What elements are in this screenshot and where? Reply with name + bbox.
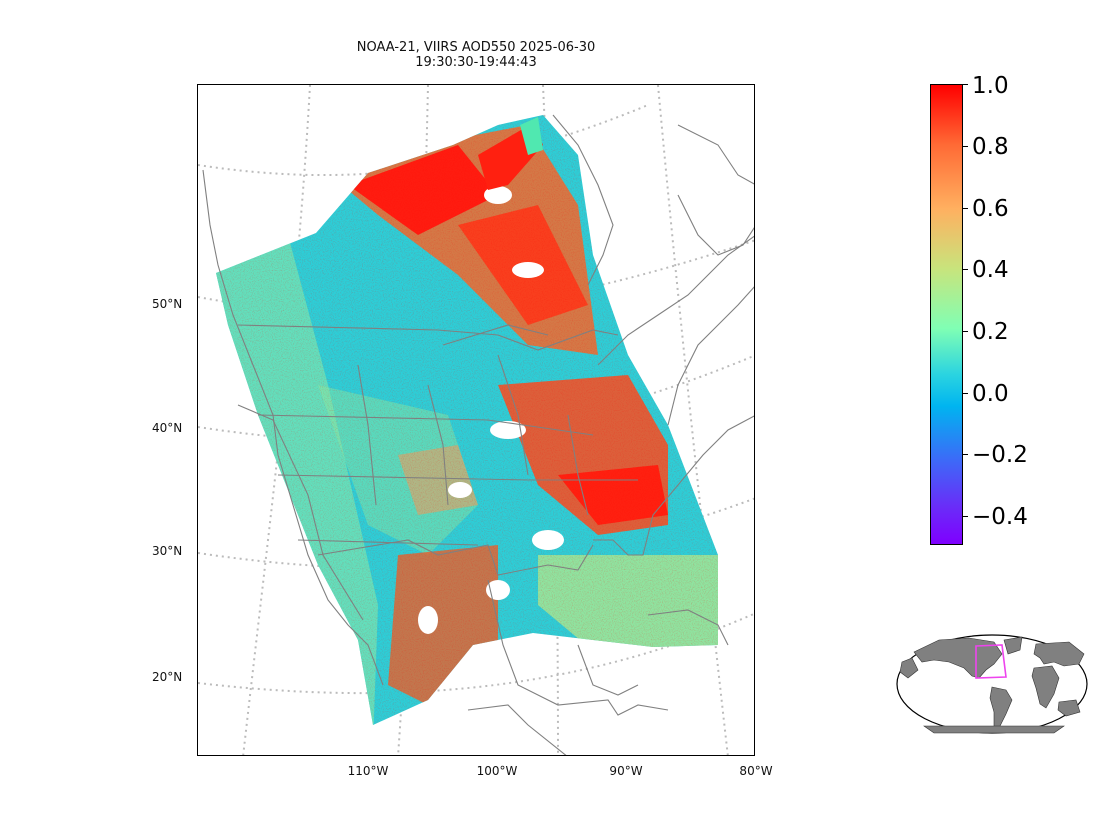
inset-region-box [975, 644, 1007, 679]
lat-label-20n: 20°N [152, 670, 183, 684]
colorbar-label-0-6: 0.6 [972, 196, 1009, 222]
colorbar-label-neg-0-2: −0.2 [972, 442, 1028, 468]
map-title-line2: 19:30:30-19:44:43 [415, 55, 537, 70]
colorbar-label-0-0: 0.0 [972, 381, 1009, 407]
colorbar-tick [962, 331, 968, 332]
lon-label-100w: 100°W [476, 764, 518, 778]
colorbar-label-1-0: 1.0 [972, 73, 1009, 99]
map-panel [197, 84, 755, 756]
lon-label-110w: 110°W [347, 764, 389, 778]
colorbar [930, 84, 963, 545]
colorbar-tick [962, 84, 968, 85]
map-canvas [198, 85, 754, 755]
colorbar-tick [962, 516, 968, 517]
coastlines [202, 114, 754, 755]
aod-swath [216, 115, 718, 725]
colorbar-tick [962, 269, 968, 270]
colorbar-label-0-2: 0.2 [972, 319, 1009, 345]
lat-label-30n: 30°N [152, 544, 183, 558]
colorbar-label-0-4: 0.4 [972, 257, 1009, 283]
lat-label-50n: 50°N [152, 297, 183, 311]
map-title-line1: NOAA-21, VIIRS AOD550 2025-06-30 [356, 40, 596, 55]
lat-label-40n: 40°N [152, 421, 183, 435]
inset-globe-map [896, 634, 1088, 734]
colorbar-label-0-8: 0.8 [972, 134, 1009, 160]
colorbar-tick [962, 454, 968, 455]
map-title: NOAA-21, VIIRS AOD550 2025-06-30 19:30:3… [330, 40, 622, 70]
lon-label-90w: 90°W [609, 764, 643, 778]
colorbar-tick [962, 146, 968, 147]
colorbar-label-neg-0-4: −0.4 [972, 504, 1028, 530]
colorbar-tick [962, 208, 968, 209]
colorbar-tick [962, 393, 968, 394]
lon-label-80w: 80°W [739, 764, 773, 778]
